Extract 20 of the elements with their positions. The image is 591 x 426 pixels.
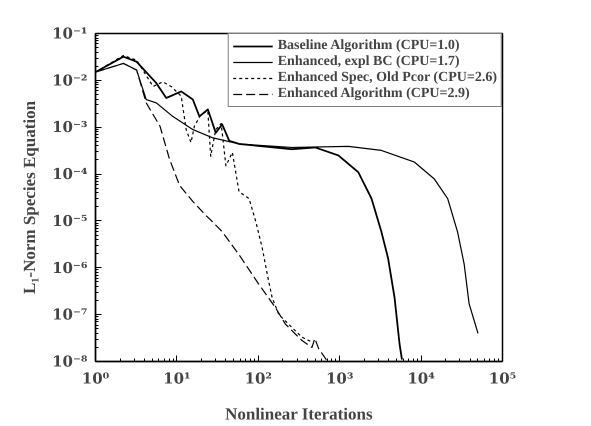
y-tick-label: 10⁻⁶ — [52, 258, 88, 277]
y-tick-label: 10⁻³ — [52, 118, 88, 136]
y-tick-label: 10⁻⁵ — [52, 212, 88, 230]
x-tick-label: 10⁵ — [488, 370, 516, 388]
y-tick-label: 10⁻¹ — [52, 24, 88, 42]
x-tick-label: 10⁴ — [407, 370, 436, 388]
y-tick-label: 10⁻⁴ — [52, 165, 88, 184]
x-tick-label: 10⁰ — [82, 370, 110, 388]
y-tick-label: 10⁻⁷ — [52, 306, 88, 324]
y-tick-label: 10⁻⁸ — [52, 352, 88, 370]
x-tick-label: 10¹ — [163, 370, 191, 388]
x-tick-label: 10² — [244, 370, 272, 388]
x-axis-title: Nonlinear Iterations — [225, 404, 373, 424]
legend-label: Enhanced, expl BC (CPU=1.7) — [278, 54, 460, 70]
legend-label: Enhanced Spec, Old Pcor (CPU=2.6) — [278, 70, 497, 86]
x-tick-label: 10³ — [326, 370, 354, 388]
legend-label: Baseline Algorithm (CPU=1.0) — [278, 38, 460, 54]
legend-label: Enhanced Algorithm (CPU=2.9) — [278, 86, 470, 102]
y-axis-title: L₁-Norm Species Equation — [20, 100, 40, 294]
y-tick-label: 10⁻² — [52, 71, 88, 90]
